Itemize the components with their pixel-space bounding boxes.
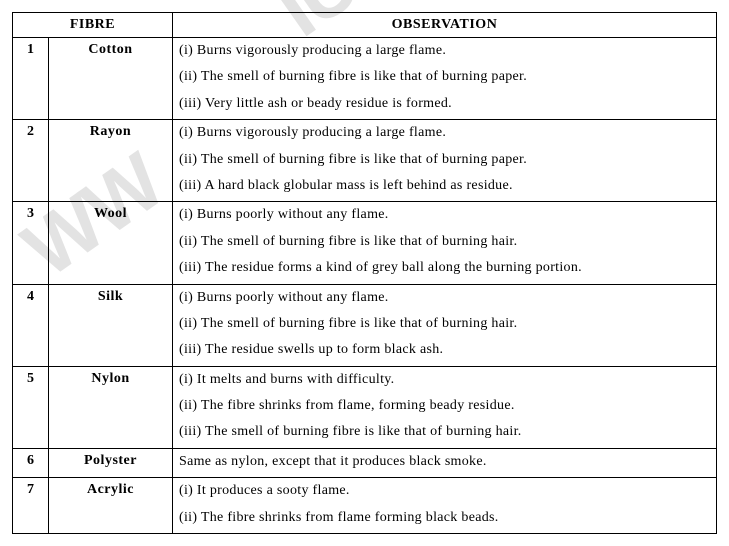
observation-line: (ii) The fibre shrinks from flame formin… <box>177 505 712 531</box>
table-row: 4Silk(i) Burns poorly without any flame.… <box>13 284 717 366</box>
row-number: 4 <box>13 284 49 366</box>
observation-line: (iii) The smell of burning fibre is like… <box>177 419 712 445</box>
observation-cell: Same as nylon, except that it produces b… <box>173 448 717 477</box>
row-number: 2 <box>13 120 49 202</box>
observation-line: (iii) The residue swells up to form blac… <box>177 337 712 363</box>
fibre-name: Acrylic <box>49 478 173 534</box>
observation-line: (i) Burns poorly without any flame. <box>177 202 712 228</box>
table-row: 5Nylon(i) It melts and burns with diffic… <box>13 366 717 448</box>
observation-line: (ii) The fibre shrinks from flame, formi… <box>177 393 712 419</box>
fibre-name: Cotton <box>49 38 173 120</box>
table-row: 6PolysterSame as nylon, except that it p… <box>13 448 717 477</box>
observation-cell: (i) Burns poorly without any flame.(ii) … <box>173 284 717 366</box>
fibre-name: Wool <box>49 202 173 284</box>
observation-line: (i) Burns vigorously producing a large f… <box>177 120 712 146</box>
row-number: 6 <box>13 448 49 477</box>
header-observation: OBSERVATION <box>173 13 717 38</box>
observation-line: (i) It melts and burns with difficulty. <box>177 367 712 393</box>
header-fibre: FIBRE <box>13 13 173 38</box>
fibre-name: Silk <box>49 284 173 366</box>
observation-line: (ii) The smell of burning fibre is like … <box>177 147 712 173</box>
observation-line: (i) Burns poorly without any flame. <box>177 285 712 311</box>
observation-cell: (i) Burns vigorously producing a large f… <box>173 120 717 202</box>
observation-cell: (i) It produces a sooty flame.(ii) The f… <box>173 478 717 534</box>
observation-line: (iii) The residue forms a kind of grey b… <box>177 255 712 281</box>
table-row: 3Wool(i) Burns poorly without any flame.… <box>13 202 717 284</box>
observation-line: (ii) The smell of burning fibre is like … <box>177 64 712 90</box>
fibre-name: Polyster <box>49 448 173 477</box>
row-number: 1 <box>13 38 49 120</box>
row-number: 3 <box>13 202 49 284</box>
observation-cell: (i) Burns poorly without any flame.(ii) … <box>173 202 717 284</box>
table-row: 7Acrylic(i) It produces a sooty flame.(i… <box>13 478 717 534</box>
fibre-name: Rayon <box>49 120 173 202</box>
observation-line: (iii) Very little ash or beady residue i… <box>177 91 712 117</box>
observation-line: (i) It produces a sooty flame. <box>177 478 712 504</box>
observation-cell: (i) It melts and burns with difficulty.(… <box>173 366 717 448</box>
fibre-name: Nylon <box>49 366 173 448</box>
row-number: 5 <box>13 366 49 448</box>
observation-line: (iii) A hard black globular mass is left… <box>177 173 712 199</box>
row-number: 7 <box>13 478 49 534</box>
observation-line: Same as nylon, except that it produces b… <box>177 449 712 475</box>
fibre-observation-table: FIBRE OBSERVATION 1Cotton(i) Burns vigor… <box>12 12 717 534</box>
observation-cell: (i) Burns vigorously producing a large f… <box>173 38 717 120</box>
observation-line: (i) Burns vigorously producing a large f… <box>177 38 712 64</box>
table-row: 1Cotton(i) Burns vigorously producing a … <box>13 38 717 120</box>
table-row: 2Rayon(i) Burns vigorously producing a l… <box>13 120 717 202</box>
observation-line: (ii) The smell of burning fibre is like … <box>177 229 712 255</box>
observation-line: (ii) The smell of burning fibre is like … <box>177 311 712 337</box>
